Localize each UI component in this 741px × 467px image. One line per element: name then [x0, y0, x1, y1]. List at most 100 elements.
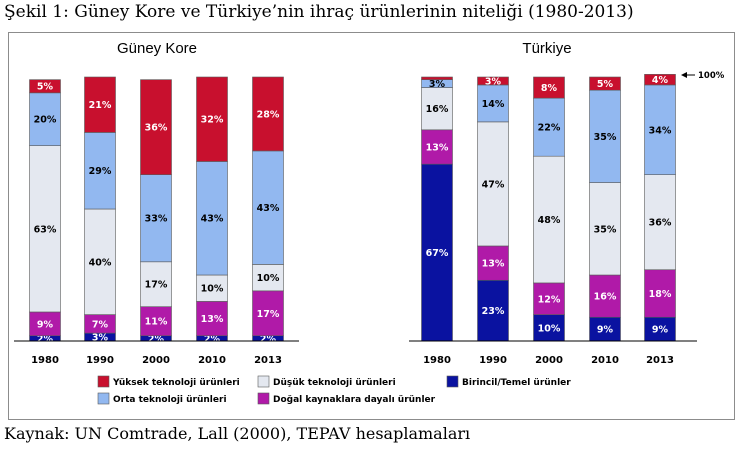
bar-segment-guney-kore-2013-dogal-kaynaklara-dayali-urunler [252, 290, 284, 337]
data-label-guney-kore-1980-dusuk-teknoloji-urunleri: 63% [34, 224, 57, 235]
data-label-turkiye-1980-dogal-kaynaklara-dayali-urunler: 13% [426, 142, 449, 153]
data-label-turkiye-1990-dogal-kaynaklara-dayali-urunler: 13% [482, 259, 505, 270]
bar-segment-turkiye-2013-yuksek-teknoloji-urunleri [644, 74, 676, 86]
data-label-turkiye-2010-dogal-kaynaklara-dayali-urunler: 16% [594, 292, 617, 303]
bar-segment-turkiye-2010-yuksek-teknoloji-urunleri [589, 76, 621, 91]
bar-segment-turkiye-1980-birincil-temel-urunler [421, 163, 453, 342]
bar-segment-guney-kore-1980-orta-teknoloji-urunleri [29, 92, 61, 146]
bar-segment-turkiye-2010-dogal-kaynaklara-dayali-urunler [589, 274, 621, 318]
x-tick-guney-kore-2000: 2000 [142, 355, 170, 366]
x-tick-turkiye-2010: 2010 [591, 355, 619, 366]
bar-segment-turkiye-2000-orta-teknoloji-urunleri [533, 97, 565, 157]
bar-segment-guney-kore-2010-yuksek-teknoloji-urunleri [196, 76, 228, 162]
data-label-turkiye-2013-orta-teknoloji-urunleri: 34% [649, 125, 672, 136]
data-label-turkiye-1990-birincil-temel-urunler: 23% [482, 306, 505, 317]
bar-segment-guney-kore-1990-yuksek-teknoloji-urunleri [84, 76, 116, 133]
data-label-guney-kore-2013-dogal-kaynaklara-dayali-urunler: 17% [257, 309, 280, 320]
data-label-turkiye-2010-dusuk-teknoloji-urunleri: 35% [594, 224, 617, 235]
data-label-guney-kore-1980-yuksek-teknoloji-urunleri: 5% [37, 82, 54, 93]
data-label-guney-kore-2013-orta-teknoloji-urunleri: 43% [257, 203, 280, 214]
panel-title-guney-kore: Güney Kore [117, 40, 197, 57]
legend-label-orta-teknoloji-urunleri: Orta teknoloji ürünleri [113, 395, 227, 405]
data-label-turkiye-2000-dogal-kaynaklara-dayali-urunler: 12% [538, 294, 561, 305]
data-label-guney-kore-1980-birincil-temel-urunler: 2% [37, 334, 54, 345]
data-label-guney-kore-2000-birincil-temel-urunler: 2% [148, 334, 165, 345]
legend-swatch-birincil-temel-urunler [446, 375, 459, 388]
data-label-turkiye-2000-birincil-temel-urunler: 10% [538, 323, 561, 334]
data-label-turkiye-1990-orta-teknoloji-urunleri: 14% [482, 99, 505, 110]
bar-segment-guney-kore-2013-yuksek-teknoloji-urunleri [252, 76, 284, 152]
data-label-guney-kore-1990-orta-teknoloji-urunleri: 29% [89, 166, 112, 177]
x-tick-guney-kore-1980: 1980 [31, 355, 59, 366]
data-label-guney-kore-2000-dogal-kaynaklara-dayali-urunler: 11% [145, 317, 168, 328]
data-label-guney-kore-2013-yuksek-teknoloji-urunleri: 28% [257, 109, 280, 120]
panel-title-turkiye: Türkiye [522, 40, 571, 57]
bar-segment-guney-kore-1990-orta-teknoloji-urunleri [84, 132, 116, 210]
data-label-guney-kore-2000-dusuk-teknoloji-urunleri: 17% [145, 280, 168, 291]
legend-label-dogal-kaynaklara-dayali-urunler: Doğal kaynaklara dayalı ürünler [273, 395, 436, 405]
x-tick-guney-kore-1990: 1990 [86, 355, 114, 366]
bar-segment-guney-kore-1990-dusuk-teknoloji-urunleri [84, 208, 116, 315]
data-label-turkiye-1990-yuksek-teknoloji-urunleri: 3% [485, 76, 502, 87]
data-label-guney-kore-2010-dusuk-teknoloji-urunleri: 10% [201, 284, 224, 295]
bar-segment-turkiye-1990-birincil-temel-urunler [477, 279, 509, 342]
legend-swatch-dogal-kaynaklara-dayali-urunler [257, 392, 270, 405]
data-label-turkiye-2013-dusuk-teknoloji-urunleri: 36% [649, 218, 672, 229]
data-label-turkiye-2000-orta-teknoloji-urunleri: 22% [538, 123, 561, 134]
bar-segment-turkiye-1980-dusuk-teknoloji-urunleri [421, 87, 453, 131]
data-label-turkiye-2013-dogal-kaynaklara-dayali-urunler: 18% [649, 289, 672, 300]
data-label-turkiye-1990-dusuk-teknoloji-urunleri: 47% [482, 179, 505, 190]
x-tick-guney-kore-2013: 2013 [254, 355, 282, 366]
bar-segment-guney-kore-1980-yuksek-teknoloji-urunleri [29, 79, 61, 94]
data-label-turkiye-2010-birincil-temel-urunler: 9% [597, 325, 614, 336]
bar-segment-turkiye-2010-orta-teknoloji-urunleri [589, 89, 621, 183]
data-label-guney-kore-1990-birincil-temel-urunler: 3% [92, 333, 109, 344]
data-label-turkiye-2000-dusuk-teknoloji-urunleri: 48% [538, 215, 561, 226]
bar-segment-turkiye-2000-dusuk-teknoloji-urunleri [533, 155, 565, 284]
data-label-guney-kore-1980-dogal-kaynaklara-dayali-urunler: 9% [37, 319, 54, 330]
bar-segment-guney-kore-2000-dogal-kaynaklara-dayali-urunler [140, 306, 172, 337]
legend-label-birincil-temel-urunler: Birincil/Temel ürünler [462, 378, 571, 388]
data-label-guney-kore-1980-orta-teknoloji-urunleri: 20% [34, 115, 57, 126]
legend-swatch-dusuk-teknoloji-urunleri [257, 375, 270, 388]
bar-segment-turkiye-2000-yuksek-teknoloji-urunleri [533, 76, 565, 99]
bar-segment-turkiye-1990-orta-teknoloji-urunleri [477, 84, 509, 123]
data-label-guney-kore-1990-yuksek-teknoloji-urunleri: 21% [89, 100, 112, 111]
bar-segment-turkiye-2000-dogal-kaynaklara-dayali-urunler [533, 282, 565, 315]
data-label-turkiye-2013-birincil-temel-urunler: 9% [652, 325, 669, 336]
bar-segment-turkiye-1980-yuksek-teknoloji-urunleri [421, 76, 453, 80]
bar-segment-guney-kore-2013-dusuk-teknoloji-urunleri [252, 264, 284, 292]
data-label-turkiye-2010-yuksek-teknoloji-urunleri: 5% [597, 79, 614, 90]
data-label-guney-kore-1990-dogal-kaynaklara-dayali-urunler: 7% [92, 319, 109, 330]
bar-segment-turkiye-1990-yuksek-teknoloji-urunleri [477, 76, 509, 86]
data-label-guney-kore-2013-birincil-temel-urunler: 2% [260, 334, 277, 345]
bar-segment-guney-kore-2010-dogal-kaynaklara-dayali-urunler [196, 301, 228, 337]
bar-segment-guney-kore-2000-orta-teknoloji-urunleri [140, 174, 172, 263]
x-tick-turkiye-2000: 2000 [535, 355, 563, 366]
annotation-arrow-head [681, 72, 687, 78]
x-tick-guney-kore-2010: 2010 [198, 355, 226, 366]
data-label-guney-kore-1990-dusuk-teknoloji-urunleri: 40% [89, 257, 112, 268]
source-note: Kaynak: UN Comtrade, Lall (2000), TEPAV … [4, 424, 471, 443]
x-tick-turkiye-1990: 1990 [479, 355, 507, 366]
legend-swatch-orta-teknoloji-urunleri [97, 392, 110, 405]
x-tick-turkiye-1980: 1980 [423, 355, 451, 366]
data-label-guney-kore-2010-yuksek-teknoloji-urunleri: 32% [201, 115, 224, 126]
bar-segment-turkiye-1990-dusuk-teknoloji-urunleri [477, 121, 509, 247]
stacked-bar-chart: Güney Kore 2% 9% 63% 20% 5% 1980 3% 7% 40% 29% 21% 1… [14, 40, 725, 405]
bar-segment-turkiye-2013-orta-teknoloji-urunleri [644, 84, 676, 175]
data-label-guney-kore-2010-orta-teknoloji-urunleri: 43% [201, 214, 224, 225]
legend-label-yuksek-teknoloji-urunleri: Yüksek teknoloji ürünleri [112, 378, 240, 388]
legend-label-dusuk-teknoloji-urunleri: Düşük teknoloji ürünleri [273, 378, 396, 388]
x-tick-turkiye-2013: 2013 [646, 355, 674, 366]
data-label-turkiye-2010-orta-teknoloji-urunleri: 35% [594, 132, 617, 143]
bar-segment-guney-kore-2000-yuksek-teknoloji-urunleri [140, 79, 172, 175]
chart-frame: Güney Kore 2% 9% 63% 20% 5% 1980 3% 7% 40% 29% 21% 1… [8, 32, 735, 420]
bar-segment-guney-kore-1980-dusuk-teknoloji-urunleri [29, 145, 61, 313]
data-label-turkiye-1980-birincil-temel-urunler: 67% [426, 248, 449, 259]
data-label-turkiye-1980-orta-teknoloji-urunleri: 3% [429, 79, 446, 90]
data-label-guney-kore-2000-orta-teknoloji-urunleri: 33% [145, 214, 168, 225]
legend-swatch-yuksek-teknoloji-urunleri [97, 375, 110, 388]
data-label-guney-kore-2010-birincil-temel-urunler: 2% [204, 334, 221, 345]
annotation-100-percent: 100% [698, 71, 725, 81]
